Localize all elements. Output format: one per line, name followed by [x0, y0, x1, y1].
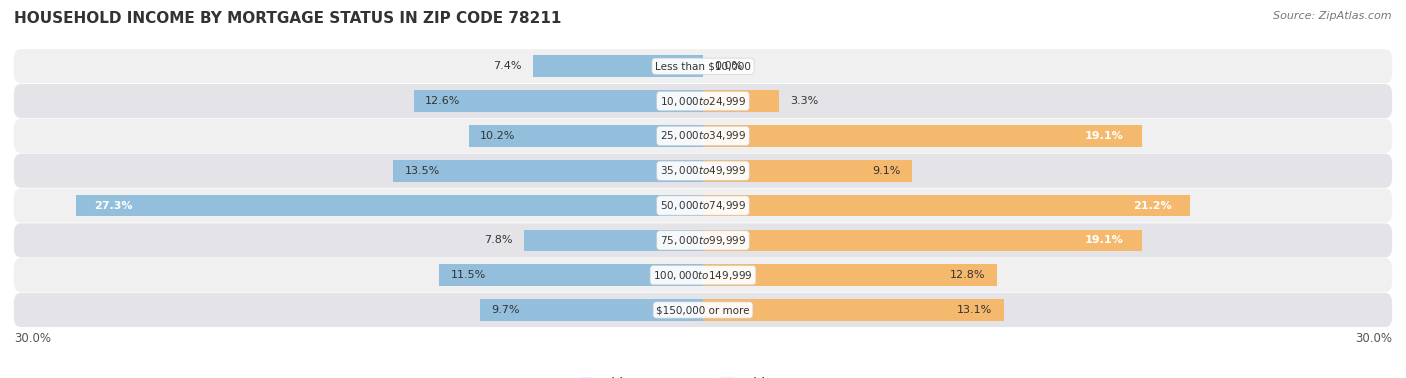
Text: $75,000 to $99,999: $75,000 to $99,999 — [659, 234, 747, 247]
Text: 0.0%: 0.0% — [714, 61, 742, 71]
FancyBboxPatch shape — [14, 49, 1392, 83]
Text: 30.0%: 30.0% — [14, 332, 51, 345]
Bar — [392, 160, 703, 181]
Bar — [703, 299, 1004, 321]
Bar — [703, 90, 779, 112]
Bar — [703, 160, 912, 181]
FancyBboxPatch shape — [14, 189, 1392, 223]
Text: 12.6%: 12.6% — [425, 96, 461, 106]
Bar — [703, 195, 1189, 216]
Bar — [481, 299, 703, 321]
Text: 27.3%: 27.3% — [94, 201, 134, 211]
Text: $50,000 to $74,999: $50,000 to $74,999 — [659, 199, 747, 212]
Text: $150,000 or more: $150,000 or more — [657, 305, 749, 315]
Text: 10.2%: 10.2% — [481, 131, 516, 141]
Text: 7.8%: 7.8% — [484, 235, 512, 245]
Bar — [413, 90, 703, 112]
Text: $35,000 to $49,999: $35,000 to $49,999 — [659, 164, 747, 177]
FancyBboxPatch shape — [14, 223, 1392, 257]
Text: Source: ZipAtlas.com: Source: ZipAtlas.com — [1274, 11, 1392, 21]
Text: 21.2%: 21.2% — [1133, 201, 1171, 211]
Bar — [533, 56, 703, 77]
Text: HOUSEHOLD INCOME BY MORTGAGE STATUS IN ZIP CODE 78211: HOUSEHOLD INCOME BY MORTGAGE STATUS IN Z… — [14, 11, 561, 26]
Text: 9.1%: 9.1% — [872, 166, 900, 176]
Text: $10,000 to $24,999: $10,000 to $24,999 — [659, 94, 747, 108]
Bar — [439, 264, 703, 286]
Bar — [703, 229, 1142, 251]
FancyBboxPatch shape — [14, 153, 1392, 188]
Text: 19.1%: 19.1% — [1084, 131, 1123, 141]
Text: $100,000 to $149,999: $100,000 to $149,999 — [654, 269, 752, 282]
FancyBboxPatch shape — [14, 119, 1392, 153]
FancyBboxPatch shape — [14, 258, 1392, 292]
Bar — [703, 125, 1142, 147]
Text: 19.1%: 19.1% — [1084, 235, 1123, 245]
FancyBboxPatch shape — [14, 293, 1392, 327]
Text: Less than $10,000: Less than $10,000 — [655, 61, 751, 71]
Text: 3.3%: 3.3% — [790, 96, 818, 106]
Bar — [524, 229, 703, 251]
Text: 13.1%: 13.1% — [957, 305, 993, 315]
Bar — [76, 195, 703, 216]
Bar — [703, 264, 997, 286]
Text: 13.5%: 13.5% — [405, 166, 440, 176]
Bar — [468, 125, 703, 147]
FancyBboxPatch shape — [14, 84, 1392, 118]
Text: 30.0%: 30.0% — [1355, 332, 1392, 345]
Text: 9.7%: 9.7% — [492, 305, 520, 315]
Text: 7.4%: 7.4% — [494, 61, 522, 71]
Text: 12.8%: 12.8% — [950, 270, 986, 280]
Text: $25,000 to $34,999: $25,000 to $34,999 — [659, 129, 747, 143]
Legend: Without Mortgage, With Mortgage: Without Mortgage, With Mortgage — [576, 377, 830, 378]
Text: 11.5%: 11.5% — [450, 270, 485, 280]
